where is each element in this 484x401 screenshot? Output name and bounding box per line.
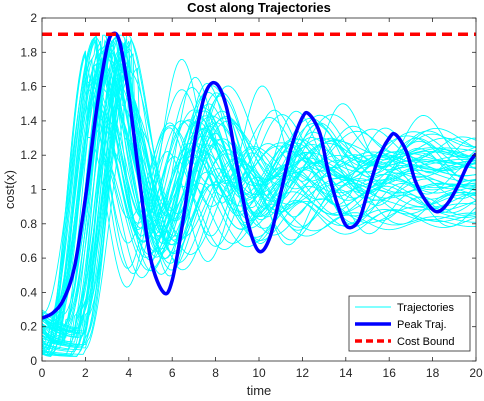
legend-entry-trajectories: Trajectories [397, 302, 455, 314]
trajectory-line [42, 42, 476, 335]
legend-entry-peak-traj: Peak Traj. [397, 319, 447, 331]
trajectory-line [42, 59, 476, 346]
y-tick-label: 0.4 [20, 285, 37, 299]
trajectory-line [42, 46, 476, 337]
x-tick-label: 16 [383, 366, 397, 380]
chart-title: Cost along Trajectories [187, 0, 331, 15]
trajectory-line [42, 48, 476, 356]
y-tick-label: 0.8 [20, 217, 37, 231]
x-tick-label: 2 [82, 366, 89, 380]
y-tick-label: 2 [30, 11, 37, 25]
x-tick-label: 14 [339, 366, 353, 380]
trajectory-line [42, 70, 476, 354]
y-axis-label: cost(x) [2, 170, 17, 209]
trajectory-line [42, 60, 476, 341]
trajectory-line [42, 50, 476, 355]
y-tick-label: 1.8 [20, 45, 37, 59]
y-tick-label: 0.2 [20, 320, 37, 334]
x-tick-label: 10 [252, 366, 266, 380]
trajectory-line [42, 67, 476, 355]
y-tick-label: 1.6 [20, 80, 37, 94]
trajectory-line [42, 62, 476, 357]
y-tick-label: 0.6 [20, 251, 37, 265]
x-axis-label: time [247, 383, 272, 398]
trajectory-line [42, 40, 476, 331]
trajectory-line [42, 43, 476, 338]
x-tick-label: 0 [39, 366, 46, 380]
x-tick-label: 4 [125, 366, 132, 380]
trajectory-line [42, 40, 476, 334]
x-tick-label: 18 [426, 366, 440, 380]
trajectory-line [42, 65, 476, 357]
trajectory-line [42, 76, 476, 332]
legend-entry-cost-bound: Cost Bound [397, 336, 454, 348]
x-tick-label: 20 [469, 366, 483, 380]
trajectory-line [42, 67, 476, 345]
legend: Trajectories Peak Traj. Cost Bound [348, 295, 471, 352]
y-tick-label: 1 [30, 183, 37, 197]
x-tick-label: 8 [212, 366, 219, 380]
trajectories-layer [42, 34, 476, 357]
trajectory-line [42, 38, 476, 351]
y-tick-label: 1.4 [20, 114, 37, 128]
y-tick-label: 0 [30, 354, 37, 368]
x-tick-label: 6 [169, 366, 176, 380]
tick-labels: 0 2 4 6 8 10 12 14 16 18 20 0 0.2 0.4 0.6 0.8 1 1.2 1.4 1.6… [20, 11, 483, 380]
x-tick-label: 12 [296, 366, 310, 380]
trajectory-line [42, 35, 476, 343]
y-tick-label: 1.2 [20, 148, 37, 162]
